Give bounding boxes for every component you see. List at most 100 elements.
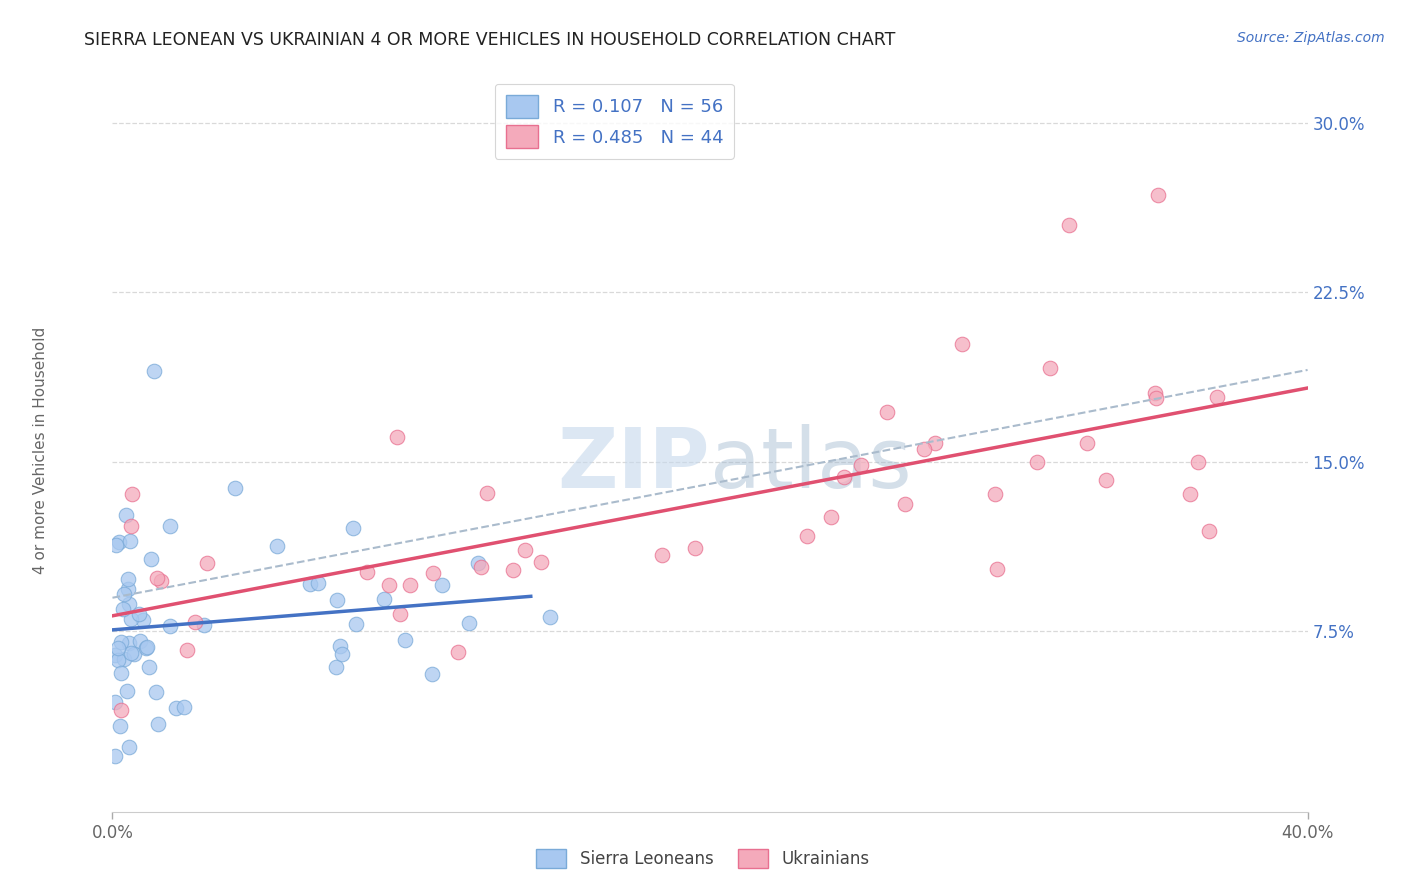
Text: 4 or more Vehicles in Household: 4 or more Vehicles in Household [34, 326, 48, 574]
Point [136, 640, 159, 654]
Point [149, 574, 172, 589]
Point [470, 560, 492, 574]
Point [112, 602, 135, 616]
Point [135, 640, 157, 655]
Point [107, 640, 129, 655]
Point [112, 587, 135, 601]
Point [108, 719, 131, 733]
Point [104, 695, 127, 709]
Point [394, 632, 416, 647]
Point [325, 660, 347, 674]
Point [107, 653, 129, 667]
Point [513, 543, 536, 558]
Point [110, 635, 132, 649]
Point [399, 577, 422, 591]
Point [115, 684, 138, 698]
Point [1144, 386, 1167, 401]
Point [330, 647, 353, 661]
Point [467, 556, 489, 570]
Point [120, 519, 142, 533]
Point [385, 430, 408, 444]
Point [128, 633, 150, 648]
Point [117, 739, 139, 754]
Legend: R = 0.107   N = 56, R = 0.485   N = 44: R = 0.107 N = 56, R = 0.485 N = 44 [495, 84, 734, 159]
Point [1039, 360, 1062, 375]
Point [117, 572, 139, 586]
Point [950, 336, 973, 351]
Text: atlas: atlas [710, 425, 911, 506]
Point [683, 541, 706, 556]
Text: Source: ZipAtlas.com: Source: ZipAtlas.com [1237, 31, 1385, 45]
Point [430, 578, 453, 592]
Point [502, 563, 524, 577]
Point [894, 497, 917, 511]
Point [1094, 473, 1116, 487]
Point [117, 582, 139, 596]
Point [1187, 454, 1209, 468]
Point [124, 647, 146, 661]
Point [118, 597, 141, 611]
Point [173, 699, 195, 714]
Point [984, 487, 1007, 501]
Point [530, 555, 553, 569]
Point [820, 510, 842, 524]
Point [120, 612, 142, 626]
Text: SIERRA LEONEAN VS UKRAINIAN 4 OR MORE VEHICLES IN HOUSEHOLD CORRELATION CHART: SIERRA LEONEAN VS UKRAINIAN 4 OR MORE VE… [84, 31, 896, 49]
Point [128, 607, 150, 621]
Point [110, 665, 132, 680]
Point [224, 481, 246, 495]
Point [373, 591, 395, 606]
Point [146, 571, 169, 585]
Point [378, 578, 401, 592]
Point [104, 538, 127, 552]
Point [145, 685, 167, 699]
Point [912, 442, 935, 456]
Point [538, 610, 561, 624]
Point [107, 534, 129, 549]
Point [924, 436, 946, 450]
Point [876, 405, 898, 419]
Point [141, 552, 163, 566]
Point [388, 607, 411, 621]
Point [121, 487, 143, 501]
Point [326, 593, 349, 607]
Point [166, 700, 188, 714]
Point [138, 660, 160, 674]
Point [796, 529, 818, 543]
Point [104, 648, 127, 663]
Point [832, 470, 855, 484]
Point [121, 646, 143, 660]
Point [420, 667, 443, 681]
Point [193, 618, 215, 632]
Point [422, 566, 444, 581]
Point [446, 645, 468, 659]
Point [344, 617, 367, 632]
Point [329, 639, 352, 653]
Legend: Sierra Leoneans, Ukrainians: Sierra Leoneans, Ukrainians [530, 842, 876, 875]
Point [299, 577, 322, 591]
Point [1057, 218, 1080, 232]
Point [1180, 487, 1202, 501]
Point [986, 561, 1008, 575]
Point [118, 636, 141, 650]
Point [176, 643, 198, 657]
Point [132, 613, 155, 627]
Point [356, 565, 378, 579]
Point [143, 364, 166, 378]
Point [475, 486, 498, 500]
Point [849, 458, 872, 473]
Point [651, 548, 673, 562]
Point [184, 615, 207, 629]
Point [159, 519, 181, 533]
Point [1076, 436, 1098, 450]
Point [1206, 390, 1229, 404]
Point [307, 576, 329, 591]
Point [112, 651, 135, 665]
Point [1026, 455, 1049, 469]
Point [110, 703, 132, 717]
Point [458, 615, 481, 630]
Point [120, 533, 142, 548]
Point [115, 508, 138, 522]
Point [1144, 391, 1167, 405]
Point [1198, 524, 1220, 539]
